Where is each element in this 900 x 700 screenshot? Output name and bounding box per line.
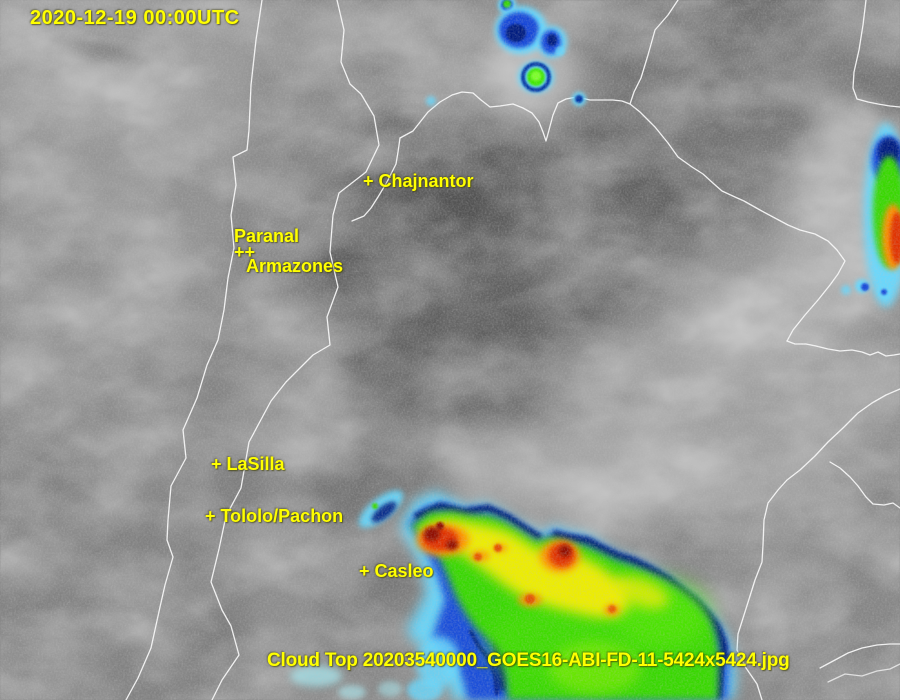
site-label-chajnantor: + Chajnantor [363,171,474,191]
site-label-tololo-pachon: + Tololo/Pachon [205,506,344,526]
site-label-lasilla: + LaSilla [211,454,285,474]
site-markers-paranal-armazones: ++ [234,242,256,262]
site-label-armazones: Armazones [246,256,344,276]
site-label-casleo: + Casleo [359,561,434,581]
site-label-paranal: Paranal [234,226,300,246]
caption-label: Cloud Top 20203540000_GOES16-ABI-FD-11-5… [267,650,790,671]
timestamp-label: 2020-12-19 00:00UTC [30,7,240,29]
